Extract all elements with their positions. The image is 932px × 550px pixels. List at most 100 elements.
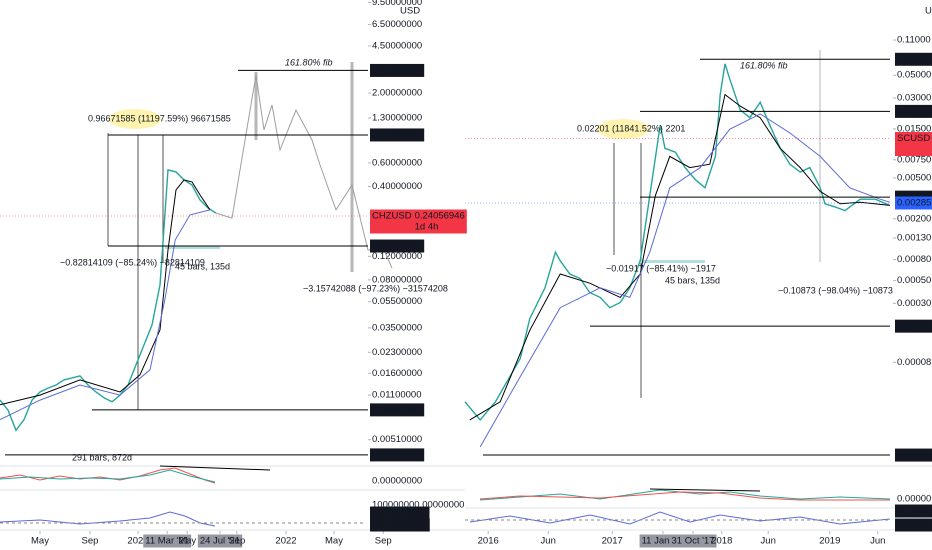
indicator-label-box — [370, 518, 430, 532]
y-tick-label: 0.00200 — [897, 213, 931, 224]
indicator-line — [0, 467, 216, 484]
indicator-line — [0, 511, 216, 527]
x-tick-label: 31 Oct '17 — [671, 536, 714, 547]
level-label: 0.00018 — [897, 321, 931, 332]
level-label-box — [895, 104, 932, 118]
level-label: 0.07147 — [897, 54, 931, 65]
level-label-box — [370, 239, 425, 253]
annotation: 0.96671585 (11197.59%) 96671585 — [88, 113, 231, 123]
x-tick-label: 2022 — [275, 536, 296, 547]
indicator-label: 80.77677889 — [372, 508, 427, 519]
range-bar — [165, 246, 220, 249]
indicator-label: 0.00000000 — [372, 476, 422, 487]
projection-bars — [254, 50, 821, 272]
marker-price: 0.00285 — [897, 197, 931, 208]
x-tick-label: May — [325, 536, 343, 547]
y-tick-label: 1.30000000 — [372, 113, 422, 124]
x-tick-label: May — [31, 536, 49, 547]
y-tick-label: 4.50000000 — [372, 40, 422, 51]
x-tick-label: Jun — [541, 536, 556, 547]
indicator-line — [479, 489, 891, 501]
y-tick-label: 0.11000 — [897, 35, 931, 46]
y-tick-label: 0.02300000 — [372, 347, 422, 358]
x-tick-label-box — [197, 534, 243, 548]
y-tick-label: 0.12000000 — [372, 251, 422, 262]
indicator-panes — [0, 465, 932, 531]
annotation: −3.15742088 (−97.23%) −31574208 — [303, 283, 448, 293]
annotation: −0.82814109 (−85.24%) −82814109 — [60, 257, 205, 267]
range-bar — [640, 260, 705, 263]
x-tick-label: Jun — [761, 536, 776, 547]
x-tick-label: Jun — [870, 536, 885, 547]
level-label-box — [370, 63, 425, 77]
last-price-box — [895, 131, 932, 156]
indicator-label-box — [895, 504, 932, 518]
highlight — [109, 109, 161, 129]
x-tick-label: 24 Jul '21 — [200, 536, 240, 547]
divergence-line — [649, 488, 761, 492]
y-tick-label: 0.03000 — [897, 93, 931, 104]
x-tick-label: 11 Mar '21 — [145, 536, 189, 547]
y-tick-label: 0.01600000 — [372, 368, 422, 379]
y-tick-label: 0.00080 — [897, 254, 931, 265]
y-tick-label: 0.00510000 — [372, 434, 422, 445]
level-label-box — [370, 128, 425, 142]
x-tick-label: Sep — [82, 536, 99, 547]
y-unit: USD — [400, 6, 420, 17]
x-tick-label: 2016 — [478, 536, 499, 547]
level-label: 0.00001 — [897, 450, 931, 461]
x-tick-label: Sep — [375, 536, 392, 547]
level-label: 0.00392726 — [372, 449, 422, 460]
x-tick-label: 2021 — [127, 536, 148, 547]
annotation: 161.80% fib — [740, 60, 788, 70]
indicator-line — [469, 511, 891, 525]
x-tick-label-box — [669, 534, 717, 548]
level-label-box — [370, 403, 425, 417]
y-tick-label: 0.60000000 — [372, 157, 422, 168]
y-tick-label: 0.00050 — [897, 275, 931, 286]
x-tick-label: May — [178, 536, 196, 547]
indicator-label: 0.00000 — [897, 494, 931, 505]
indicator-label: 80.94564 — [897, 506, 932, 517]
last-price: 0.24056946 — [415, 211, 465, 222]
x-tick-label: 2019 — [819, 536, 840, 547]
x-tick-label: 11 Jan '17 — [642, 536, 685, 547]
annotation: −0.01917 (−85.41%) −1917 — [606, 263, 716, 273]
annotation: 45 bars, 135d — [665, 275, 720, 285]
marker-price-box — [895, 196, 932, 210]
x-tick-label: Sep — [228, 536, 245, 547]
y-tick-label: 0.00500 — [897, 172, 931, 183]
annotation: 291 bars, 872d — [72, 452, 132, 462]
indicator-label-box — [895, 518, 932, 532]
y-tick-label: 0.01100000 — [372, 390, 422, 401]
price-line — [479, 113, 890, 448]
level-label-box — [895, 319, 932, 333]
y-tick-label: 0.08000000 — [372, 274, 422, 285]
level-label: 0.02222 — [897, 106, 931, 117]
annotation: 45 bars, 135d — [175, 261, 230, 271]
level-label: 0.00852987 — [372, 404, 422, 415]
divergence-line — [159, 465, 271, 471]
price-line — [0, 179, 211, 406]
symbol-name: SCUSD — [897, 133, 930, 144]
y-tick-label: 0.00008 — [897, 357, 931, 368]
indicator-label-box — [370, 506, 430, 520]
indicator-label: 100000000.00000000 — [372, 500, 464, 511]
indicator-line — [479, 491, 890, 501]
y-unit: USD — [925, 6, 932, 17]
symbol-name: CHZUSD — [372, 211, 412, 222]
level-label: 0.14345444 — [372, 241, 422, 252]
y-tick-label: 0.00030 — [897, 298, 931, 309]
price-line — [469, 93, 890, 421]
annotation: 0.02201 (11841.52%) 2201 — [577, 123, 685, 133]
level-label: 0.97159553 — [372, 129, 422, 140]
y-tick-label: 0.00130 — [897, 232, 931, 243]
y-tick-label: 0.05500000 — [372, 296, 422, 307]
indicator-label: 0.19119 — [897, 520, 931, 531]
highlight — [597, 119, 649, 139]
interval: 1d 4h — [415, 222, 439, 233]
annotation: 161.80% fib — [285, 57, 333, 67]
y-tick-label: 0.05000 — [897, 70, 931, 81]
